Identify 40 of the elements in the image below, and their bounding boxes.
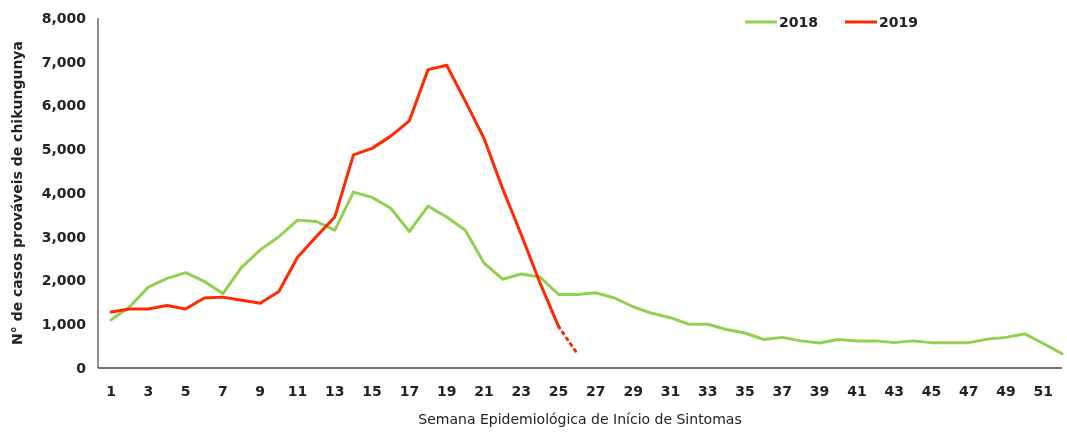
x-tick-label: 23: [511, 383, 532, 399]
legend-label: 2019: [879, 13, 918, 30]
x-axis-title: Semana Epidemiológica de Início de Sintomas: [418, 411, 742, 427]
x-tick-label: 31: [660, 383, 681, 399]
x-tick-label: 15: [362, 383, 382, 399]
x-tick-label: 37: [772, 383, 793, 399]
y-tick-label: 6,000: [41, 97, 87, 114]
y-tick-label: 2,000: [41, 272, 87, 289]
x-tick-label: 17: [399, 383, 420, 399]
legend-label: 2018: [779, 13, 818, 30]
x-tick-label: 5: [180, 383, 191, 399]
y-tick-label: 3,000: [41, 228, 87, 245]
x-tick-label: 25: [548, 383, 569, 399]
y-tick-label: 5,000: [41, 141, 87, 158]
x-tick-label: 39: [809, 383, 830, 399]
x-tick-label: 47: [959, 383, 979, 399]
x-tick-label: 41: [847, 383, 867, 399]
x-tick-label: 43: [884, 383, 904, 399]
x-tick-label: 1: [106, 383, 116, 399]
x-tick-label: 51: [1033, 383, 1054, 399]
x-tick-label: 45: [921, 383, 942, 399]
x-tick-label: 33: [697, 383, 718, 399]
x-tick-label: 49: [996, 383, 1016, 399]
y-tick-label: 1,000: [41, 316, 87, 333]
x-tick-label: 21: [474, 383, 494, 399]
x-tick-label: 7: [218, 383, 228, 399]
y-tick-label: 8,000: [41, 9, 87, 26]
line-series: [109, 190, 1064, 356]
y-tick-label: 0: [76, 359, 87, 376]
x-tick-label: 27: [586, 383, 606, 399]
y-tick-label: 4,000: [41, 184, 87, 201]
x-tick-label: 19: [436, 383, 457, 399]
x-tick-label: 13: [325, 383, 345, 399]
x-tick-label: 29: [623, 383, 643, 399]
x-tick-label: 9: [255, 383, 266, 399]
x-tick-label: 35: [735, 383, 755, 399]
x-tick-label: 3: [143, 383, 154, 399]
y-axis-title: N° de casos prováveis de chikungunya: [9, 41, 25, 345]
x-tick-label: 11: [287, 383, 308, 399]
y-tick-label: 7,000: [41, 53, 87, 70]
